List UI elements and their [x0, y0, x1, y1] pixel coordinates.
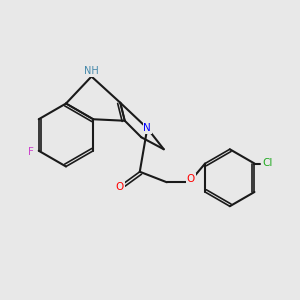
Text: Cl: Cl — [262, 158, 272, 169]
Text: N: N — [143, 123, 151, 133]
Text: F: F — [28, 147, 34, 157]
Text: O: O — [187, 174, 195, 184]
Text: O: O — [116, 182, 124, 192]
Text: NH: NH — [84, 66, 99, 76]
